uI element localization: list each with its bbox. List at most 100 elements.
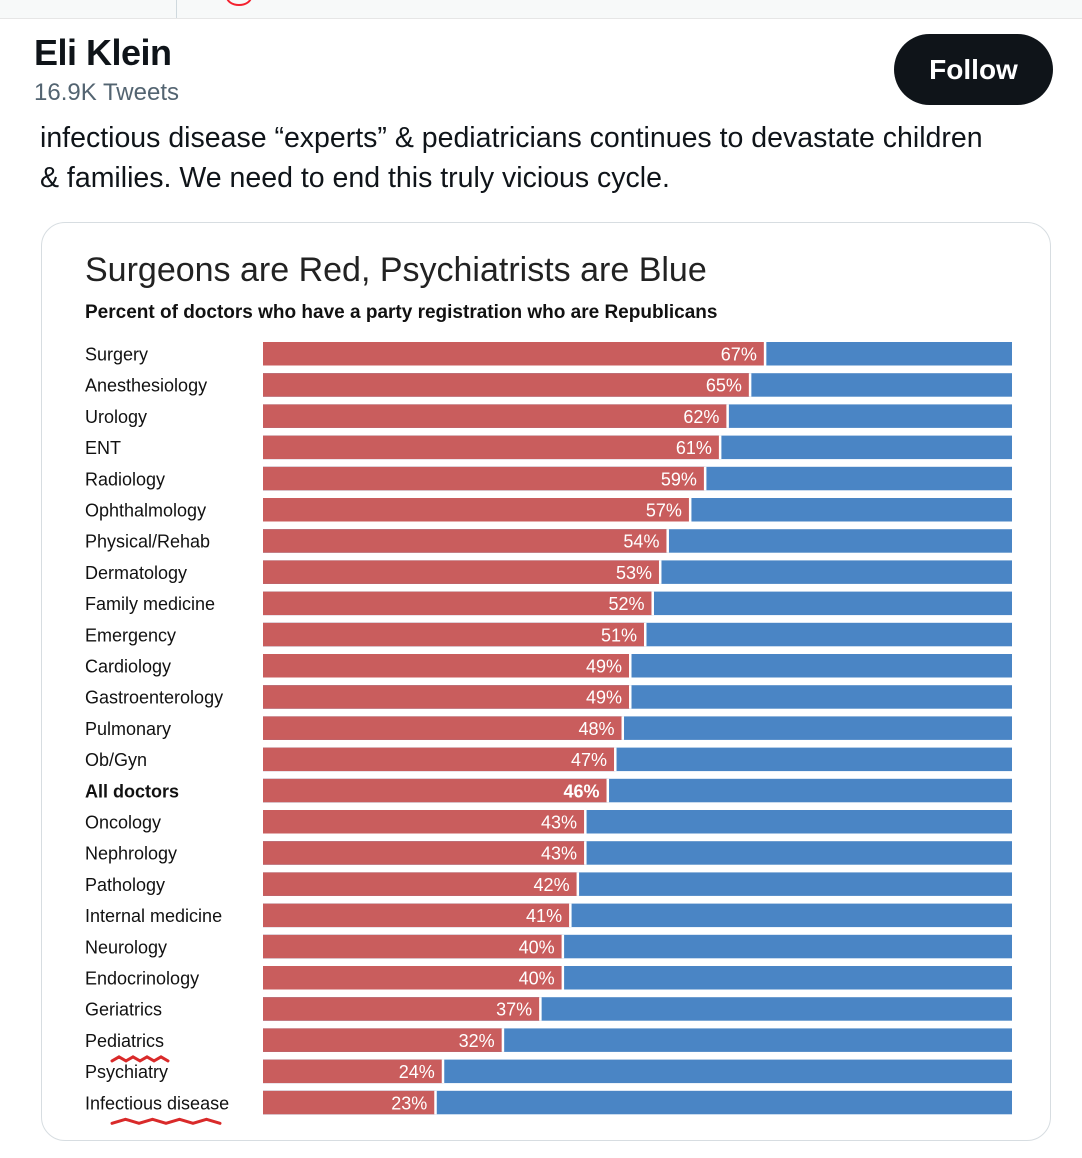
tweet-text-line-1: infectious disease “experts” & pediatric… xyxy=(40,122,983,154)
value-label-ent: 61% xyxy=(676,438,712,458)
category-label-anesthesiology: Anesthesiology xyxy=(85,376,207,396)
category-label-cardiology: Cardiology xyxy=(85,657,171,677)
bar-divider-radiology xyxy=(703,466,707,491)
chart-title: Surgeons are Red, Psychiatrists are Blue xyxy=(85,251,707,289)
value-label-ophthalmology: 57% xyxy=(646,501,682,521)
value-label-surgery: 67% xyxy=(721,345,757,365)
bar-democrat-infectious-disease xyxy=(263,1090,1012,1115)
follow-button[interactable]: Follow xyxy=(894,34,1053,105)
value-label-urology: 62% xyxy=(683,407,719,427)
category-label-all-doctors: All doctors xyxy=(85,781,179,801)
bar-divider-anesthesiology xyxy=(748,373,752,397)
bar-republican-gastroenterology xyxy=(263,685,631,709)
bar-republican-oncology xyxy=(263,810,586,834)
value-label-oncology: 43% xyxy=(541,813,577,833)
category-label-oncology: Oncology xyxy=(85,813,161,833)
bar-divider-all-doctors xyxy=(606,778,610,803)
top-divider xyxy=(176,0,177,18)
bar-republican-all-doctors xyxy=(263,778,608,803)
bar-republican-pulmonary xyxy=(263,716,623,740)
bar-divider-surgery xyxy=(763,342,767,366)
category-label-emergency: Emergency xyxy=(85,625,176,645)
category-label-endocrinology: Endocrinology xyxy=(85,969,199,989)
bar-divider-urology xyxy=(726,404,729,428)
category-label-ob-gyn: Ob/Gyn xyxy=(85,750,147,770)
bar-divider-pathology xyxy=(576,872,580,896)
bar-republican-surgery xyxy=(263,342,765,366)
value-label-psychiatry: 24% xyxy=(399,1062,435,1082)
bar-republican-cardiology xyxy=(263,654,631,678)
bar-republican-ent xyxy=(263,435,720,460)
value-label-all-doctors: 46% xyxy=(564,781,600,801)
bar-republican-psychiatry xyxy=(263,1059,443,1084)
value-label-pediatrics: 32% xyxy=(459,1031,495,1051)
bar-divider-dermatology xyxy=(658,560,662,584)
bar-divider-emergency xyxy=(643,622,647,647)
category-label-infectious-disease: Infectious disease xyxy=(85,1093,229,1113)
bar-republican-infectious-disease xyxy=(263,1090,436,1115)
bar-divider-oncology xyxy=(584,810,587,834)
value-label-physical-rehab: 54% xyxy=(623,532,659,552)
value-label-ob-gyn: 47% xyxy=(571,750,607,770)
category-label-internal-medicine: Internal medicine xyxy=(85,906,222,926)
category-label-pulmonary: Pulmonary xyxy=(85,719,171,739)
top-strip xyxy=(0,0,1082,19)
category-label-ent: ENT xyxy=(85,438,121,458)
category-label-gastroenterology: Gastroenterology xyxy=(85,688,223,708)
bar-republican-ophthalmology xyxy=(263,498,690,522)
category-label-surgery: Surgery xyxy=(85,345,148,365)
bar-divider-neurology xyxy=(561,934,565,959)
bar-republican-urology xyxy=(263,404,728,428)
bar-republican-physical-rehab xyxy=(263,529,668,553)
category-label-radiology: Radiology xyxy=(85,469,165,489)
bar-divider-physical-rehab xyxy=(666,529,669,553)
bar-republican-pathology xyxy=(263,872,578,896)
bar-republican-anesthesiology xyxy=(263,373,750,397)
category-label-neurology: Neurology xyxy=(85,937,167,957)
value-label-geriatrics: 37% xyxy=(496,1000,532,1020)
chart-svg: Surgeons are Red, Psychiatrists are Blue… xyxy=(85,251,1012,1125)
bar-divider-pulmonary xyxy=(621,716,625,740)
category-label-geriatrics: Geriatrics xyxy=(85,1000,162,1020)
bar-divider-endocrinology xyxy=(561,966,565,990)
bar-republican-emergency xyxy=(263,622,645,647)
bar-republican-geriatrics xyxy=(263,997,541,1021)
bar-divider-nephrology xyxy=(584,841,587,865)
value-label-pathology: 42% xyxy=(534,875,570,895)
logo-fragment-icon xyxy=(226,0,252,6)
category-label-pediatrics: Pediatrics xyxy=(85,1031,164,1051)
category-label-ophthalmology: Ophthalmology xyxy=(85,501,206,521)
chart-subtitle: Percent of doctors who have a party regi… xyxy=(85,302,717,323)
tweet-count: 16.9K Tweets xyxy=(34,79,179,106)
tweet-text: infectious disease “experts” & pediatric… xyxy=(40,118,1070,198)
value-label-radiology: 59% xyxy=(661,469,697,489)
bar-divider-ob-gyn xyxy=(614,747,617,772)
category-label-dermatology: Dermatology xyxy=(85,563,187,583)
bar-divider-ophthalmology xyxy=(688,498,692,522)
bar-republican-endocrinology xyxy=(263,966,563,990)
bar-divider-gastroenterology xyxy=(629,685,632,709)
tweet-text-line-2: & families. We need to end this truly vi… xyxy=(40,162,670,194)
value-label-gastroenterology: 49% xyxy=(586,688,622,708)
bar-republican-pediatrics xyxy=(263,1028,503,1052)
bar-divider-psychiatry xyxy=(441,1059,445,1084)
category-label-urology: Urology xyxy=(85,407,147,427)
bar-divider-pediatrics xyxy=(501,1028,505,1052)
profile-name[interactable]: Eli Klein xyxy=(34,32,172,73)
value-label-dermatology: 53% xyxy=(616,563,652,583)
bar-republican-ob-gyn xyxy=(263,747,616,772)
tweet-image-card[interactable]: Surgeons are Red, Psychiatrists are Blue… xyxy=(41,222,1051,1141)
value-label-neurology: 40% xyxy=(519,937,555,957)
bar-republican-internal-medicine xyxy=(263,903,571,928)
category-label-family-medicine: Family medicine xyxy=(85,594,215,614)
handdrawn-underline-pediatrics xyxy=(110,1055,170,1063)
value-label-internal-medicine: 41% xyxy=(526,906,562,926)
category-label-physical-rehab: Physical/Rehab xyxy=(85,532,210,552)
value-label-pulmonary: 48% xyxy=(578,719,614,739)
handdrawn-underline-infectious-disease xyxy=(110,1117,222,1125)
value-label-family-medicine: 52% xyxy=(608,594,644,614)
bar-divider-family-medicine xyxy=(651,591,654,616)
value-label-emergency: 51% xyxy=(601,625,637,645)
category-label-psychiatry: Psychiatry xyxy=(85,1062,168,1082)
bar-divider-geriatrics xyxy=(539,997,542,1021)
